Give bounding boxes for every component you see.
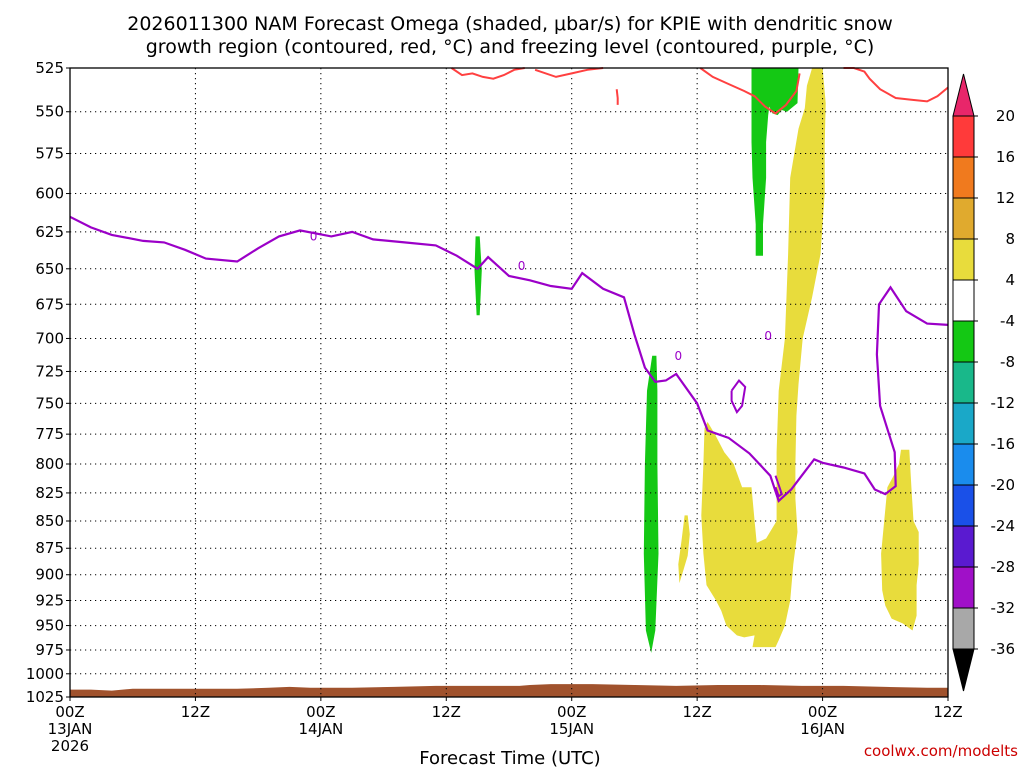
chart-title-line-1: 2026011300 NAM Forecast Omega (shaded, μ…: [127, 13, 892, 35]
y-tick-label: 675: [35, 295, 64, 313]
x-tick-label: 12Z: [432, 703, 461, 721]
dgz-contour-line: [615, 89, 619, 105]
x-axis-label: Forecast Time (UTC): [419, 748, 600, 768]
y-tick-label: 550: [35, 103, 64, 121]
x-tick-label: 00Z: [808, 703, 837, 721]
colorbar-label: 12: [996, 189, 1015, 207]
y-tick-label: 600: [35, 185, 64, 203]
omega-sinking-region: [881, 449, 919, 631]
y-tick-label: 725: [35, 362, 64, 380]
colorbar-segment: [952, 156, 975, 199]
x-tick-date-label: 15JAN: [549, 720, 594, 738]
colorbar-label: -16: [991, 435, 1016, 453]
y-tick-label: 975: [35, 641, 64, 659]
colorbar-label: -12: [991, 394, 1016, 412]
watermark: coolwx.com/modelts: [864, 742, 1018, 760]
y-tick-label: 700: [35, 329, 64, 347]
colorbar-bottom-arrow: [952, 648, 975, 692]
y-tick-label: 850: [35, 512, 64, 530]
colorbar-label: 16: [996, 148, 1015, 166]
y-tick-label: 900: [35, 566, 64, 584]
omega-sinking-region: [678, 515, 690, 584]
colorbar-segment: [952, 484, 975, 527]
colorbar-segment: [952, 238, 975, 281]
colorbar-label: 8: [1005, 230, 1015, 248]
colorbar-segment: [952, 402, 975, 445]
colorbar-label: -36: [991, 640, 1016, 658]
contours: 0 0 0 0: [69, 67, 949, 503]
freezing-level-contour-label: 0: [764, 329, 772, 343]
x-tick-label: 12Z: [682, 703, 711, 721]
colorbar: 20 16 12 8 4 -4 -8 -12 -16 -20 -24 -28 -32 -36: [952, 73, 1016, 692]
x-tick-date-label: 16JAN: [800, 720, 845, 738]
y-tick-label: 1025: [26, 688, 64, 706]
x-tick-label: 12Z: [933, 703, 962, 721]
omega-rising-region: [474, 236, 482, 316]
y-tick-label: 575: [35, 145, 64, 163]
omega-sinking-region: [701, 68, 826, 648]
dgz-contour-line: [534, 67, 604, 78]
y-tick-label: 875: [35, 539, 64, 557]
y-tick-label: 1000: [26, 665, 64, 683]
chart-title-line-2: growth region (contoured, red, °C) and f…: [146, 36, 875, 58]
terrain-fill: [70, 684, 948, 697]
y-tick-label: 775: [35, 425, 64, 443]
omega-rising-region: [643, 355, 659, 653]
colorbar-segment: [952, 197, 975, 240]
y-axis-ticks: 525 550 575 600 625 650 675 700 725 750 775 800 825 8…: [26, 59, 70, 706]
colorbar-label: -28: [991, 558, 1016, 576]
freezing-level-loop: [730, 378, 747, 414]
y-tick-label: 750: [35, 394, 64, 412]
y-tick-label: 925: [35, 591, 64, 609]
colorbar-label: 20: [996, 107, 1015, 125]
colorbar-label: -24: [991, 517, 1016, 535]
x-tick-date-label: 14JAN: [298, 720, 343, 738]
colorbar-segment: [952, 607, 975, 650]
y-tick-label: 525: [35, 59, 64, 77]
dgz-contour-line: [843, 67, 949, 103]
colorbar-segment: [952, 525, 975, 568]
omega-rising-region: [751, 68, 799, 256]
x-tick-date-label: 13JAN: [48, 720, 93, 738]
colorbar-segment: [952, 279, 975, 322]
colorbar-label: -32: [991, 599, 1016, 617]
plot-frame: [69, 67, 949, 698]
colorbar-top-arrow: [952, 73, 975, 117]
freezing-level-contour-label: 0: [310, 229, 318, 243]
colorbar-segment: [952, 361, 975, 404]
colorbar-label: -20: [991, 476, 1016, 494]
colorbar-label: -8: [1000, 353, 1015, 371]
y-tick-label: 800: [35, 455, 64, 473]
colorbar-segment: [952, 566, 975, 609]
colorbar-segment: [952, 443, 975, 486]
freezing-level-contour-label: 0: [518, 259, 526, 273]
y-tick-label: 625: [35, 223, 64, 241]
x-tick-label: 00Z: [557, 703, 586, 721]
y-tick-label: 950: [35, 617, 64, 635]
colorbar-label: -4: [1000, 312, 1015, 330]
freezing-level-loop: [774, 475, 783, 498]
freezing-level-line: [69, 215, 949, 503]
y-tick-label: 825: [35, 484, 64, 502]
colorbar-label: 4: [1005, 271, 1015, 289]
y-tick-label: 650: [35, 260, 64, 278]
omega-shading: [474, 68, 919, 653]
x-tick-year-label: 2026: [51, 737, 89, 755]
terrain: [70, 684, 948, 697]
dgz-contour-line: [699, 67, 801, 115]
x-tick-label: 00Z: [55, 703, 84, 721]
colorbar-segment: [952, 115, 975, 158]
dgz-contour-line: [450, 67, 525, 80]
x-tick-label: 00Z: [306, 703, 335, 721]
freezing-level-contour-label: 0: [675, 349, 683, 363]
x-tick-label: 12Z: [181, 703, 210, 721]
colorbar-segment: [952, 320, 975, 363]
